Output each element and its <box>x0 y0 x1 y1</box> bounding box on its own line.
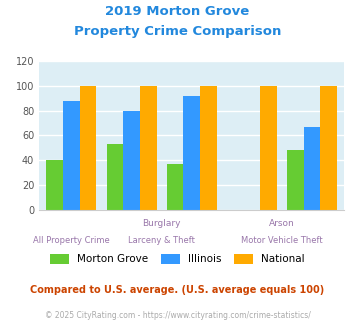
Bar <box>140 86 157 210</box>
Bar <box>200 86 217 210</box>
Bar <box>184 96 200 210</box>
Text: Property Crime Comparison: Property Crime Comparison <box>74 25 281 38</box>
Bar <box>167 164 184 210</box>
Bar <box>320 86 337 210</box>
Text: Arson: Arson <box>269 219 295 228</box>
Text: Burglary: Burglary <box>142 219 181 228</box>
Bar <box>260 86 277 210</box>
Text: All Property Crime: All Property Crime <box>33 236 110 245</box>
Bar <box>304 127 320 210</box>
Text: 2019 Morton Grove: 2019 Morton Grove <box>105 5 250 18</box>
Bar <box>123 111 140 210</box>
Bar <box>106 144 123 210</box>
Bar <box>287 150 304 210</box>
Bar <box>47 160 63 210</box>
Bar <box>80 86 97 210</box>
Bar <box>63 101 80 210</box>
Text: Larceny & Theft: Larceny & Theft <box>128 236 195 245</box>
Legend: Morton Grove, Illinois, National: Morton Grove, Illinois, National <box>50 254 305 264</box>
Text: Motor Vehicle Theft: Motor Vehicle Theft <box>241 236 323 245</box>
Text: © 2025 CityRating.com - https://www.cityrating.com/crime-statistics/: © 2025 CityRating.com - https://www.city… <box>45 311 310 320</box>
Text: Compared to U.S. average. (U.S. average equals 100): Compared to U.S. average. (U.S. average … <box>31 285 324 295</box>
